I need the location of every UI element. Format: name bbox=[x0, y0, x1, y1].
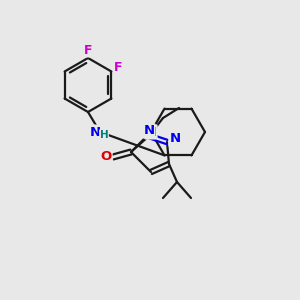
Text: F: F bbox=[114, 61, 123, 74]
Text: O: O bbox=[100, 151, 112, 164]
Text: F: F bbox=[84, 44, 92, 56]
Text: N: N bbox=[169, 133, 181, 146]
Text: H: H bbox=[100, 130, 108, 140]
Text: N: N bbox=[143, 124, 155, 137]
Text: N: N bbox=[89, 125, 100, 139]
Text: N: N bbox=[146, 125, 157, 139]
